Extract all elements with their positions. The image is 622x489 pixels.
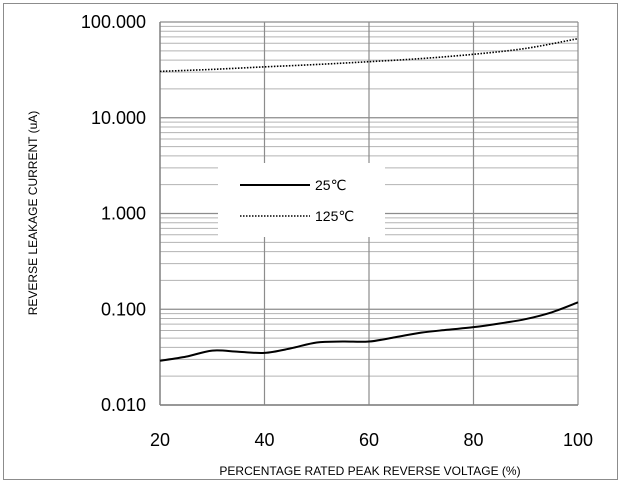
- y-tick-label: 100.000: [81, 12, 146, 32]
- y-axis-ticks: 0.010 0.100 1.000 10.000 100.000: [81, 12, 146, 415]
- x-tick-label: 20: [150, 430, 170, 450]
- series-line-25c: [159, 301, 579, 362]
- y-tick-label: 1.000: [101, 204, 146, 224]
- series-layer: [159, 37, 579, 362]
- legend-box: [218, 163, 385, 237]
- legend-label-125c: 125℃: [315, 208, 354, 224]
- y-tick-label: 10.000: [91, 108, 146, 128]
- x-tick-label: 80: [463, 430, 483, 450]
- chart-frame: [3, 3, 618, 480]
- x-axis-ticks: 20 40 60 80 100: [150, 430, 593, 450]
- x-tick-label: 100: [563, 430, 593, 450]
- y-tick-label: 0.010: [101, 395, 146, 415]
- legend-label-25c: 25℃: [315, 177, 346, 193]
- y-axis-title: REVERSE LEAKAGE CURRENT (uA): [26, 111, 40, 316]
- x-axis-title: PERCENTAGE RATED PEAK REVERSE VOLTAGE (%…: [219, 464, 520, 478]
- x-tick-label: 60: [359, 430, 379, 450]
- major-grid: [159, 21, 579, 406]
- series-line-125c: [159, 37, 579, 73]
- y-tick-label: 0.100: [101, 299, 146, 319]
- x-tick-label: 40: [254, 430, 274, 450]
- legend: 25℃ 125℃: [218, 163, 385, 237]
